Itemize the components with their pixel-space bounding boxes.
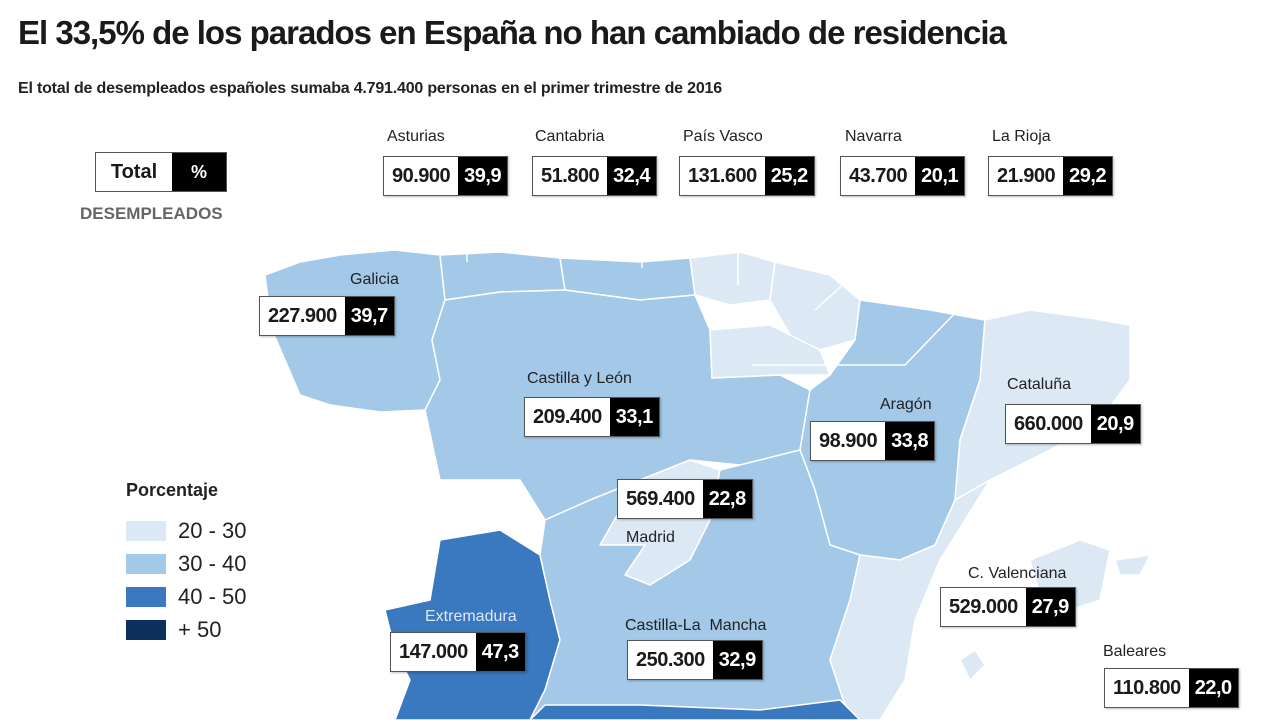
region-stat-box: 250.300 32,9 bbox=[627, 640, 763, 680]
region-pct: 20,1 bbox=[915, 157, 965, 195]
region-andalucia bbox=[529, 699, 861, 720]
region-name: La Rioja bbox=[992, 128, 1051, 145]
legend-swatch bbox=[126, 620, 166, 640]
region-pct: 22,8 bbox=[702, 480, 752, 518]
map-title: El 33,5% de los parados en España no han… bbox=[18, 14, 1007, 51]
region-pct: 22,0 bbox=[1188, 669, 1238, 707]
region-stat-box: 21.900 29,2 bbox=[988, 156, 1114, 196]
region-total: 43.700 bbox=[849, 165, 908, 187]
region-baleares-menorca bbox=[1114, 554, 1151, 576]
legend-item: 30 - 40 bbox=[126, 551, 247, 577]
region-name: Madrid bbox=[626, 529, 675, 546]
region-total: 21.900 bbox=[997, 165, 1056, 187]
legend-label: 30 - 40 bbox=[178, 551, 247, 576]
region-total: 110.800 bbox=[1113, 677, 1181, 699]
region-pct: 27,9 bbox=[1025, 588, 1075, 626]
region-pct: 39,9 bbox=[458, 157, 508, 195]
legend-item: 20 - 30 bbox=[126, 518, 247, 544]
region-stat-box: 131.600 25,2 bbox=[679, 156, 815, 196]
region-pct: 29,2 bbox=[1063, 157, 1113, 195]
region-total: 227.900 bbox=[268, 305, 337, 327]
region-pct: 25,2 bbox=[764, 157, 814, 195]
region-name: Cataluña bbox=[1007, 376, 1072, 393]
region-stat-box: 90.900 39,9 bbox=[383, 156, 509, 196]
map-subtitle: El total de desempleados españoles sumab… bbox=[18, 80, 722, 97]
region-pct: 33,1 bbox=[609, 398, 659, 436]
region-total: 98.900 bbox=[819, 430, 878, 452]
region-baleares-ibiza bbox=[959, 649, 986, 681]
region-name: C. Valenciana bbox=[968, 565, 1067, 582]
region-name: País Vasco bbox=[683, 128, 763, 145]
legend-swatch bbox=[126, 587, 166, 607]
region-stat-box: 227.900 39,7 bbox=[259, 296, 395, 336]
region-c-valenciana bbox=[829, 479, 991, 720]
legend-swatch bbox=[126, 554, 166, 574]
region-total: 529.000 bbox=[949, 596, 1018, 618]
region-navarra bbox=[769, 261, 861, 351]
region-stat-box: 98.900 33,8 bbox=[810, 421, 936, 461]
legend-label: 40 - 50 bbox=[178, 584, 247, 609]
region-total: 90.900 bbox=[392, 165, 451, 187]
region-stat-box: 660.000 20,9 bbox=[1005, 404, 1141, 444]
region-total: 131.600 bbox=[688, 165, 757, 187]
legend-key: Total % bbox=[95, 152, 227, 192]
region-name: Aragón bbox=[880, 396, 932, 413]
region-stat-box: 209.400 33,1 bbox=[524, 397, 660, 437]
region-pct: 32,4 bbox=[607, 157, 657, 195]
legend-key-total: Total bbox=[96, 153, 172, 191]
legend-item: 40 - 50 bbox=[126, 584, 247, 610]
region-name: Extremadura bbox=[425, 608, 517, 625]
region-stat-box: 529.000 27,9 bbox=[940, 587, 1076, 627]
region-total: 250.300 bbox=[636, 649, 705, 671]
leader-lines bbox=[466, 196, 1009, 366]
legend-item: + 50 bbox=[126, 617, 221, 643]
region-pct: 20,9 bbox=[1090, 405, 1140, 443]
region-stat-box: 43.700 20,1 bbox=[840, 156, 966, 196]
region-pct: 32,9 bbox=[712, 641, 762, 679]
region-name: Cantabria bbox=[535, 128, 605, 145]
region-name: Castilla y León bbox=[527, 370, 632, 387]
legend-title: Porcentaje bbox=[126, 480, 219, 500]
region-name: Baleares bbox=[1103, 643, 1167, 660]
region-total: 569.400 bbox=[626, 488, 695, 510]
region-pct: 39,7 bbox=[344, 297, 394, 335]
region-stat-box: 51.800 32,4 bbox=[532, 156, 658, 196]
legend-swatch bbox=[126, 521, 166, 541]
region-pct: 33,8 bbox=[885, 422, 935, 460]
region-total: 147.000 bbox=[399, 641, 468, 663]
legend-key-caption: DESEMPLEADOS bbox=[80, 204, 223, 223]
region-pais-vasco bbox=[689, 251, 776, 306]
region-name: Castilla-La Mancha bbox=[625, 617, 767, 634]
region-total: 209.400 bbox=[533, 406, 602, 428]
legend-key-pct: % bbox=[172, 153, 226, 191]
region-name: Navarra bbox=[845, 128, 902, 145]
region-stat-box: 147.000 47,3 bbox=[390, 632, 526, 672]
region-stat-box: 569.400 22,8 bbox=[617, 479, 753, 519]
region-pct: 47,3 bbox=[475, 633, 525, 671]
region-name: Galicia bbox=[350, 271, 399, 288]
region-castilla-la-mancha bbox=[529, 449, 861, 720]
region-stat-box: 110.800 22,0 bbox=[1104, 668, 1239, 708]
region-name: Asturias bbox=[387, 128, 445, 145]
region-total: 660.000 bbox=[1014, 413, 1083, 435]
legend-label: + 50 bbox=[178, 617, 222, 642]
region-total: 51.800 bbox=[541, 165, 600, 187]
legend-label: 20 - 30 bbox=[178, 518, 247, 543]
